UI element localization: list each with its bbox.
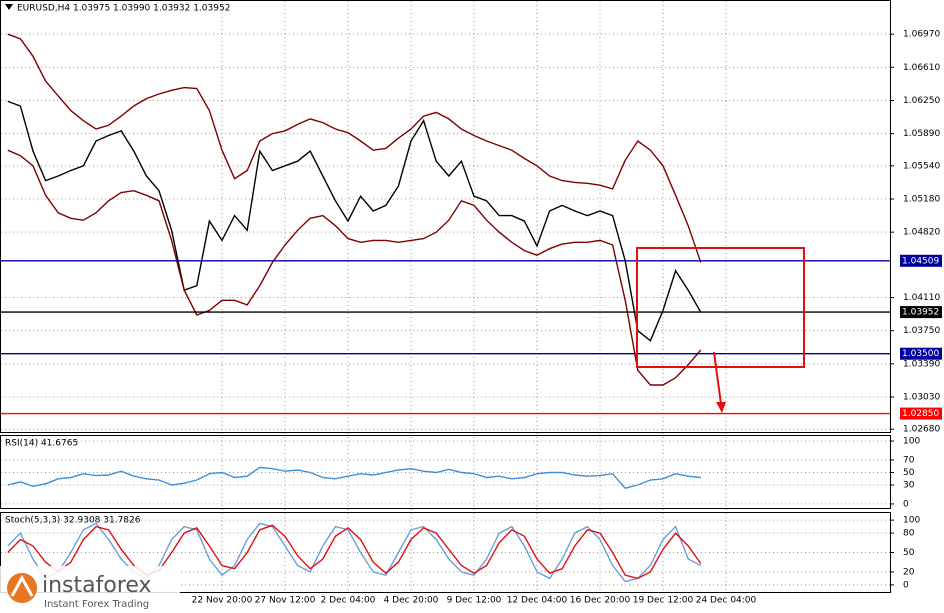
y-tick-label: 1.03390	[903, 359, 940, 369]
x-tick-label: 2 Dec 04:00	[321, 596, 376, 606]
logo-mark	[10, 574, 34, 597]
y-tick-label: 100	[903, 437, 920, 447]
panel-title: EURUSD,H4 1.03975 1.03990 1.03932 1.0395…	[17, 4, 230, 14]
y-tick-label: 1.03750	[903, 326, 940, 336]
panel-title: Stoch(5,3,3) 32.9308 31.7826	[5, 516, 141, 526]
main-panel-frame	[0, 0, 891, 433]
logo-name: instaforex	[42, 573, 152, 598]
level-label: 1.02850	[902, 409, 939, 419]
x-tick-label: 19 Dec 12:00	[633, 596, 694, 606]
level-label-bg	[900, 347, 942, 360]
y-tick-label: 1.06610	[903, 63, 940, 73]
y-tick-label: 1.05540	[903, 161, 940, 171]
level-label-bg	[900, 407, 942, 420]
y-tick-label: 1.05890	[903, 129, 940, 139]
arrow-head	[716, 402, 726, 413]
y-tick-label: 1.06250	[903, 96, 940, 106]
x-tick-label: 22 Nov 20:00	[192, 596, 253, 606]
y-tick-label: 20	[903, 567, 915, 577]
level-label: 1.04509	[902, 256, 939, 266]
x-tick-label: 4 Dec 20:00	[384, 596, 439, 606]
y-tick-label: 1.02680	[903, 425, 940, 435]
symbol-icon	[5, 4, 13, 10]
series-line	[7, 466, 701, 489]
y-tick-label: 30	[903, 481, 915, 491]
level-label-bg	[900, 306, 942, 319]
arrow-shaft	[713, 351, 722, 405]
y-tick-label: 1.04820	[903, 228, 940, 238]
panel-title: RSI(14) 41.6765	[5, 439, 78, 449]
level-label: 1.03952	[902, 308, 939, 318]
y-tick-label: 80	[903, 529, 915, 539]
y-tick-label: 1.04110	[903, 293, 940, 303]
x-tick-label: 24 Dec 04:00	[696, 596, 757, 606]
y-tick-label: 0	[903, 580, 909, 590]
series-line	[7, 522, 702, 583]
x-tick-label: 27 Nov 12:00	[255, 596, 316, 606]
x-tick-label: 16 Dec 20:00	[570, 596, 631, 606]
logo-icon	[7, 573, 37, 603]
series-line	[7, 33, 702, 263]
x-tick-label: 12 Dec 04:00	[507, 596, 568, 606]
level-label-bg	[900, 254, 942, 267]
series-line	[7, 149, 702, 386]
y-tick-label: 1.03030	[903, 393, 940, 403]
y-tick-label: 50	[903, 468, 915, 478]
level-label: 1.03500	[902, 349, 939, 359]
y-tick-label: 1.06970	[903, 30, 940, 40]
y-tick-label: 100	[903, 516, 920, 526]
highlight-box	[636, 247, 805, 368]
logo-tagline: Instant Forex Trading	[44, 599, 149, 610]
y-tick-label: 1.05180	[903, 195, 940, 205]
x-tick-label: 9 Dec 12:00	[447, 596, 502, 606]
y-tick-label: 50	[903, 548, 915, 558]
y-tick-label: 0	[903, 499, 909, 509]
logo: instaforex Instant Forex Trading	[0, 566, 180, 613]
series-line	[7, 100, 702, 342]
series-line	[7, 524, 702, 580]
y-tick-label: 70	[903, 455, 915, 465]
